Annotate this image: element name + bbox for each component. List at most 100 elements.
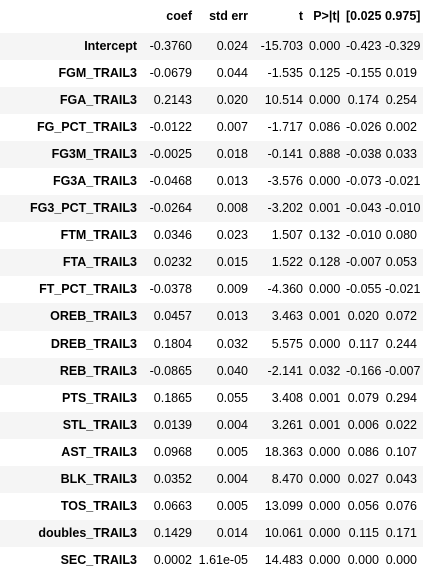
column-header-ci-lower: [0.025 bbox=[346, 9, 382, 23]
coef-cell: 0.0968 bbox=[153, 444, 192, 459]
row-label: FG3_PCT_TRAIL3 bbox=[30, 201, 137, 216]
ci-upper-cell: 0.043 bbox=[385, 471, 417, 486]
std-err-cell: 0.014 bbox=[216, 525, 248, 540]
row-label: BLK_TRAIL3 bbox=[60, 471, 137, 486]
std-err-cell: 0.013 bbox=[216, 309, 248, 324]
coef-cell: -0.0378 bbox=[149, 282, 192, 297]
row-label: doubles_TRAIL3 bbox=[38, 525, 137, 540]
p-value-cell: 0.000 bbox=[309, 39, 341, 54]
row-label: OREB_TRAIL3 bbox=[50, 309, 137, 324]
ci-lower-cell: -0.043 bbox=[346, 201, 382, 216]
row-label: FTA_TRAIL3 bbox=[62, 255, 137, 270]
t-cell: 3.261 bbox=[271, 417, 303, 432]
row-label: STL_TRAIL3 bbox=[62, 417, 137, 432]
coef-cell: 0.0002 bbox=[153, 552, 192, 567]
coef-cell: 0.1804 bbox=[153, 336, 192, 351]
coef-cell: 0.0232 bbox=[153, 255, 192, 270]
ci-upper-cell: 0.053 bbox=[385, 255, 417, 270]
t-cell: 14.483 bbox=[264, 552, 303, 567]
std-err-cell: 0.032 bbox=[216, 336, 248, 351]
column-header-std-err: std err bbox=[209, 9, 248, 23]
table-row: TOS_TRAIL3 0.0663 0.005 13.099 0.000 0.056 0.0… bbox=[0, 492, 423, 520]
p-value-cell: 0.000 bbox=[309, 93, 341, 108]
table-row: PTS_TRAIL3 0.1865 0.055 3.408 0.001 0.079 0.29… bbox=[0, 384, 423, 412]
row-label: FG3A_TRAIL3 bbox=[52, 174, 137, 189]
t-cell: -1.535 bbox=[267, 66, 303, 81]
std-err-cell: 0.040 bbox=[216, 363, 248, 378]
row-label: FGM_TRAIL3 bbox=[58, 66, 137, 81]
column-header-p-value: P>|t| bbox=[313, 9, 340, 23]
header-row: coef std err t P>|t| [0.025 0.975] bbox=[0, 0, 423, 33]
table-header: coef std err t P>|t| [0.025 0.975] bbox=[0, 0, 423, 33]
row-label: FT_PCT_TRAIL3 bbox=[39, 282, 137, 297]
ci-upper-cell: 0.244 bbox=[385, 336, 417, 351]
row-label: FG3M_TRAIL3 bbox=[51, 147, 137, 162]
ci-lower-cell: -0.155 bbox=[346, 66, 382, 81]
t-cell: 13.099 bbox=[264, 498, 303, 513]
coef-cell: -0.3760 bbox=[149, 39, 192, 54]
std-err-cell: 1.61e-05 bbox=[198, 552, 248, 567]
coef-cell: -0.0122 bbox=[149, 120, 192, 135]
column-header-ci-upper: 0.975] bbox=[385, 9, 421, 23]
ci-lower-cell: 0.000 bbox=[347, 552, 379, 567]
ci-lower-cell: -0.166 bbox=[346, 363, 382, 378]
p-value-cell: 0.001 bbox=[309, 417, 341, 432]
coef-cell: 0.0457 bbox=[153, 309, 192, 324]
table-row: doubles_TRAIL3 0.1429 0.014 10.061 0.000 0.11… bbox=[0, 519, 423, 547]
std-err-cell: 0.005 bbox=[216, 498, 248, 513]
coef-cell: -0.0468 bbox=[149, 174, 192, 189]
ci-upper-cell: -0.021 bbox=[385, 282, 421, 297]
ci-upper-cell: 0.294 bbox=[385, 390, 417, 405]
table-row: FG_PCT_TRAIL3 -0.0122 0.007 -1.717 0.086 -0.0… bbox=[0, 114, 423, 142]
p-value-cell: 0.001 bbox=[309, 390, 341, 405]
std-err-cell: 0.018 bbox=[216, 147, 248, 162]
row-label-header bbox=[0, 0, 143, 33]
coef-cell: 0.0139 bbox=[153, 417, 192, 432]
ci-upper-cell: 0.076 bbox=[385, 498, 417, 513]
ci-lower-cell: 0.086 bbox=[347, 444, 379, 459]
coef-cell: 0.1429 bbox=[153, 525, 192, 540]
std-err-cell: 0.009 bbox=[216, 282, 248, 297]
coef-cell: -0.0025 bbox=[149, 147, 192, 162]
p-value-cell: 0.000 bbox=[309, 336, 341, 351]
ci-upper-cell: 0.171 bbox=[385, 525, 417, 540]
std-err-cell: 0.008 bbox=[216, 201, 248, 216]
t-cell: -3.202 bbox=[267, 201, 303, 216]
p-value-cell: 0.000 bbox=[309, 471, 341, 486]
p-value-cell: 0.128 bbox=[309, 255, 341, 270]
p-value-cell: 0.132 bbox=[309, 228, 341, 243]
ci-upper-cell: -0.329 bbox=[385, 39, 421, 54]
ci-upper-cell: -0.021 bbox=[385, 174, 421, 189]
ci-lower-cell: 0.079 bbox=[347, 390, 379, 405]
ci-upper-cell: -0.010 bbox=[385, 201, 421, 216]
std-err-cell: 0.020 bbox=[216, 93, 248, 108]
ci-lower-cell: -0.026 bbox=[346, 120, 382, 135]
coef-cell: -0.0865 bbox=[149, 363, 192, 378]
coef-cell: 0.2143 bbox=[153, 93, 192, 108]
t-cell: -0.141 bbox=[267, 147, 303, 162]
std-err-cell: 0.004 bbox=[216, 417, 248, 432]
ci-upper-cell: 0.000 bbox=[385, 552, 417, 567]
ci-lower-cell: -0.073 bbox=[346, 174, 382, 189]
t-cell: -3.576 bbox=[267, 174, 303, 189]
row-label: SEC_TRAIL3 bbox=[60, 552, 137, 567]
p-value-cell: 0.125 bbox=[309, 66, 341, 81]
row-label: DREB_TRAIL3 bbox=[50, 336, 137, 351]
ci-lower-cell: 0.117 bbox=[348, 336, 379, 351]
p-value-cell: 0.000 bbox=[309, 525, 341, 540]
row-label: FTM_TRAIL3 bbox=[60, 228, 137, 243]
t-cell: 3.408 bbox=[271, 390, 303, 405]
t-cell: -2.141 bbox=[267, 363, 303, 378]
ci-lower-cell: -0.010 bbox=[346, 228, 382, 243]
table-row: FG3_PCT_TRAIL3 -0.0264 0.008 -3.202 0.001 -0.… bbox=[0, 195, 423, 223]
ci-upper-cell: 0.033 bbox=[385, 147, 417, 162]
t-cell: -15.703 bbox=[260, 39, 303, 54]
ci-lower-cell: 0.056 bbox=[347, 498, 379, 513]
table-row: REB_TRAIL3 -0.0865 0.040 -2.141 0.032 -0.166-… bbox=[0, 357, 423, 385]
std-err-cell: 0.007 bbox=[216, 120, 248, 135]
table-row: SEC_TRAIL3 0.0002 1.61e-05 14.483 0.000 0.000… bbox=[0, 546, 423, 574]
p-value-cell: 0.888 bbox=[309, 147, 341, 162]
t-cell: 10.061 bbox=[264, 525, 303, 540]
coef-cell: -0.0679 bbox=[149, 66, 192, 81]
